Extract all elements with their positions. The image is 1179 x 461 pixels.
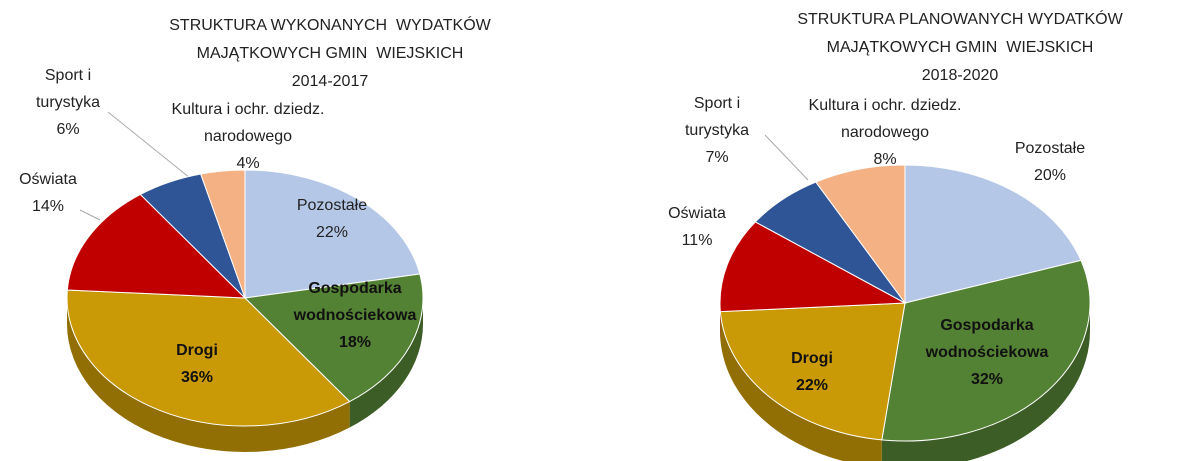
pie-slice — [200, 169, 246, 299]
pie-slice — [243, 273, 424, 403]
label-text: STRUKTURA WYKONANYCH WYDATKÓW — [169, 17, 491, 34]
label-text: Kultura i ochr. dziedz. narodowego — [171, 101, 325, 145]
label-text: MAJĄTKOWYCH GMIN WIEJSKICH — [196, 45, 464, 62]
label-text: 11% — [681, 232, 713, 249]
label-text: STRUKTURA PLANOWANYCH WYDATKÓW — [797, 11, 1123, 28]
label-text: 2014-2017 — [291, 73, 369, 90]
label-text: Kultura i ochr. dziedz. narodowego — [808, 97, 962, 141]
slice-label: Drogi 22% — [772, 345, 852, 399]
label-text: Sport i turystyka — [35, 67, 100, 111]
pie-slice — [904, 164, 1082, 304]
slice-label: Kultura i ochr. dziedz. narodowego 4% — [133, 96, 363, 177]
slice-label: Pozostałe 22% — [272, 192, 392, 246]
leader-line — [107, 111, 191, 179]
slice-label: Gospodarka wodnościekowa 18% — [280, 275, 430, 356]
slice-label: Oświata 11% — [657, 200, 737, 254]
label-text: 32% — [970, 371, 1004, 388]
label-text: 14% — [31, 198, 65, 215]
pie-slice — [719, 221, 907, 313]
pie-side — [720, 311, 882, 461]
label-text: 6% — [56, 121, 80, 138]
label-text: Oświata — [19, 171, 77, 188]
slice-label: Drogi 36% — [157, 337, 237, 391]
label-text: Gospodarka wodnościekowa — [925, 317, 1049, 361]
pie-side — [881, 303, 1090, 461]
slice-label: Gospodarka wodnościekowa 32% — [912, 312, 1062, 393]
slice-label: Oświata 14% — [8, 166, 88, 220]
leader-line — [79, 209, 101, 221]
label-text: Pozostałe — [1014, 140, 1086, 157]
pie-slice — [66, 193, 247, 299]
pie-slice — [244, 169, 421, 299]
label-text: 36% — [180, 369, 214, 386]
pie-slice — [815, 164, 906, 305]
chart-title: STRUKTURA WYKONANYCH WYDATKÓW MAJĄTKOWYCH… — [169, 12, 491, 96]
label-text: Drogi — [176, 342, 218, 359]
pie-side — [67, 298, 350, 452]
label-text: 22% — [315, 224, 349, 241]
label-text: 4% — [236, 155, 260, 172]
slice-label: Sport i turystyka 6% — [23, 62, 113, 143]
label-text: 2018-2020 — [921, 67, 999, 84]
label-text: Oświata — [668, 205, 726, 222]
slice-label: Sport i turystyka 7% — [672, 90, 762, 171]
label-text: Gospodarka wodnościekowa — [293, 280, 417, 324]
label-text: Pozostałe — [296, 197, 368, 214]
label-text: MAJĄTKOWYCH GMIN WIEJSKICH — [826, 39, 1094, 56]
label-text: 8% — [873, 151, 897, 168]
leader-line — [764, 134, 809, 181]
label-text: Drogi — [791, 350, 833, 367]
label-text: 20% — [1033, 167, 1067, 184]
pie-side — [349, 298, 423, 428]
pie-slice — [881, 259, 1091, 442]
label-text: 22% — [795, 377, 829, 394]
pie-slice — [66, 289, 351, 427]
label-text: 7% — [705, 149, 729, 166]
label-text: Sport i turystyka — [684, 95, 749, 139]
chart-title: STRUKTURA PLANOWANYCH WYDATKÓW MAJĄTKOWYC… — [797, 6, 1122, 90]
label-text: 18% — [338, 334, 372, 351]
slice-label: Pozostałe 20% — [990, 135, 1110, 189]
slice-label: Kultura i ochr. dziedz. narodowego 8% — [800, 92, 970, 173]
pie-slice — [719, 302, 906, 441]
